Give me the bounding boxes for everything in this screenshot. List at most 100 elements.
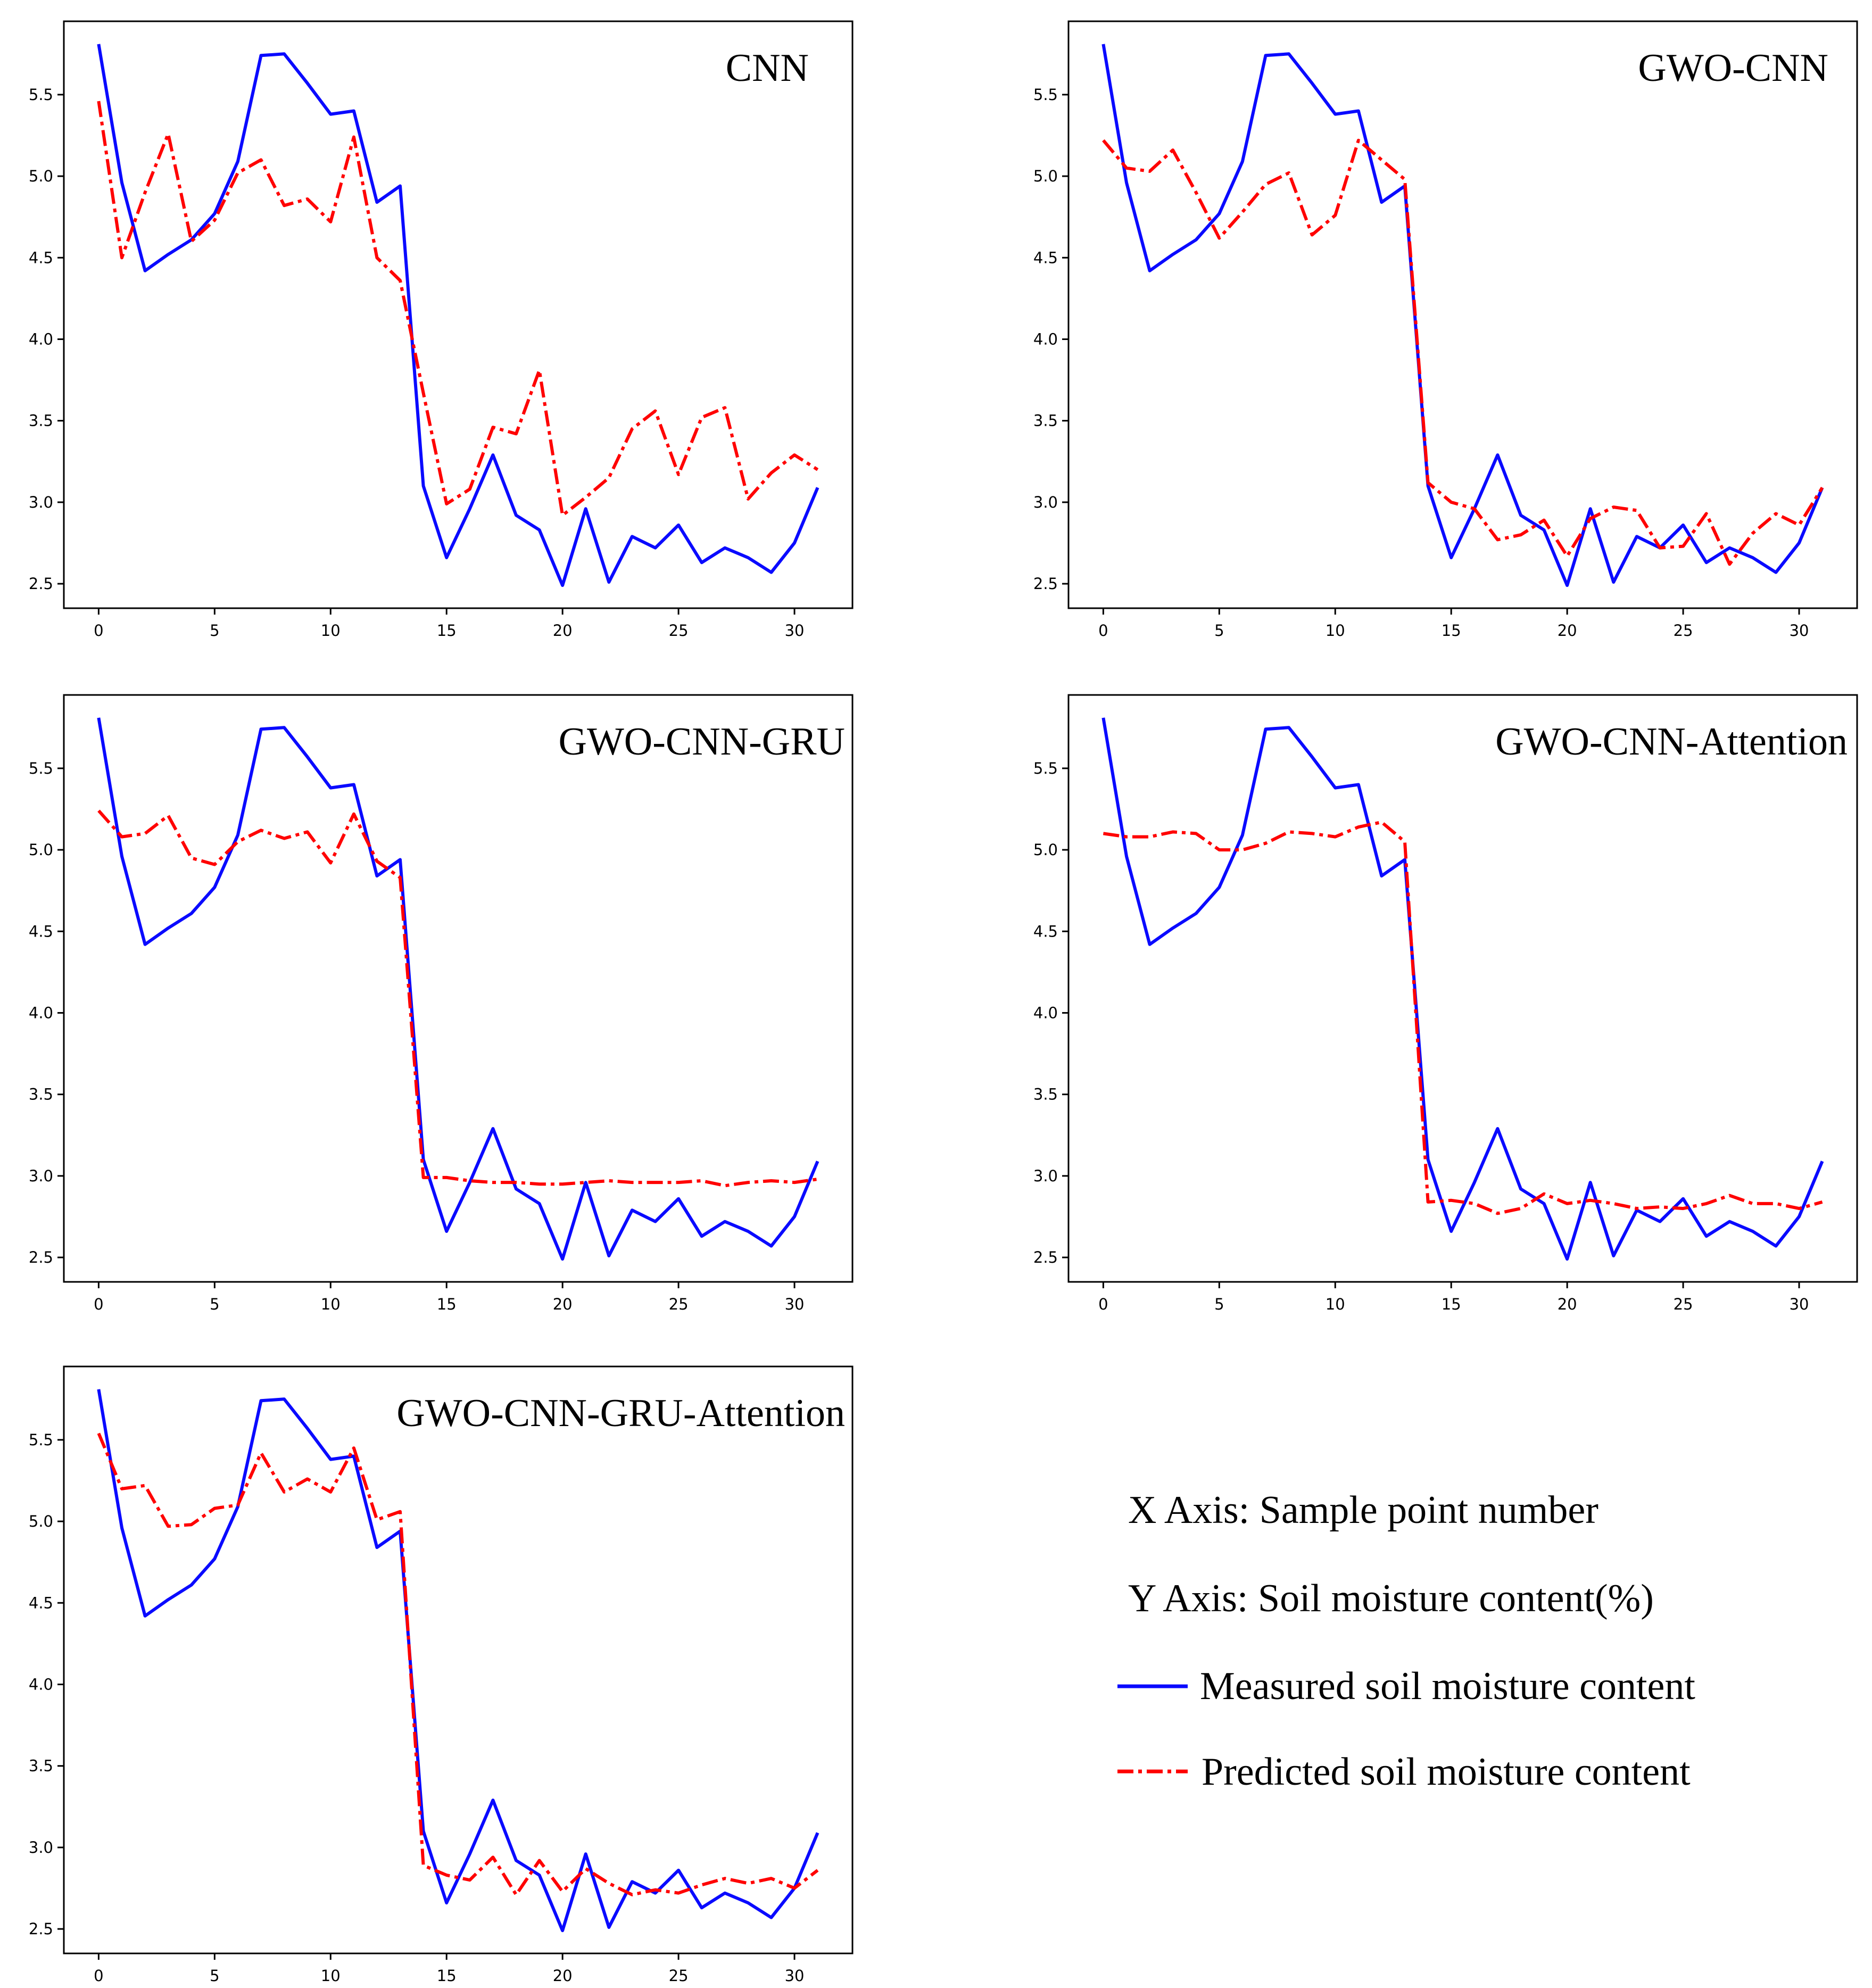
y-tick-label: 5.0 xyxy=(1033,841,1058,859)
y-tick-label: 3.0 xyxy=(29,1838,53,1857)
chart-panel: 2.5 3.0 3.5 4.0 4.5 5.0 5.5 0 5 10 15 20 25 30 CNN xyxy=(29,20,854,640)
x-tick-label: 25 xyxy=(669,1295,689,1313)
x-tick-label: 10 xyxy=(1326,622,1345,640)
panel-title: GWO-CNN-GRU xyxy=(559,720,846,764)
plot-frame xyxy=(63,20,854,609)
y-tick-label: 4.5 xyxy=(1033,922,1058,940)
y-tick-label: 2.5 xyxy=(29,1920,53,1938)
x-tick-label: 5 xyxy=(210,1295,219,1313)
y-tick-label: 3.0 xyxy=(29,1167,53,1185)
measured-series-line xyxy=(97,1389,819,1933)
plot-frame xyxy=(1067,694,1858,1283)
y-tick-label: 4.5 xyxy=(1033,248,1058,267)
predicted-series-line xyxy=(1103,821,1823,1215)
x-tick-label: 20 xyxy=(1558,1295,1577,1313)
measured-series-line xyxy=(97,717,819,1261)
x-tick-label: 10 xyxy=(321,1295,341,1313)
x-tick-label: 25 xyxy=(1674,1295,1693,1313)
y-tick-label: 4.0 xyxy=(29,1004,53,1022)
y-tick-label: 2.5 xyxy=(1033,575,1058,593)
y-tick-label: 5.0 xyxy=(1033,167,1058,185)
chart-panels: 2.5 3.0 3.5 4.0 4.5 5.0 5.5 0 5 10 15 20 25 30 CNN 2.5 3… xyxy=(29,20,1858,1985)
plot-frame xyxy=(1067,20,1858,609)
y-tick-label: 4.0 xyxy=(29,330,53,348)
y-tick-label: 5.5 xyxy=(29,759,53,777)
x-tick-label: 15 xyxy=(437,1295,457,1313)
x-tick-label: 25 xyxy=(669,1967,689,1985)
measured-series-line xyxy=(1101,44,1824,587)
y-tick-label: 3.0 xyxy=(29,493,53,511)
y-tick-label: 3.5 xyxy=(1033,412,1058,430)
x-tick-label: 5 xyxy=(210,1967,219,1985)
y-axis-description: Y Axis: Soil moisture content(%) xyxy=(1128,1577,1654,1620)
panel-title: GWO-CNN-Attention xyxy=(1495,720,1848,764)
x-tick-label: 0 xyxy=(1098,622,1108,640)
chart-panel: 2.5 3.0 3.5 4.0 4.5 5.0 5.5 0 5 10 15 20 25 30 GWO-CNN xyxy=(1033,20,1858,640)
x-tick-label: 20 xyxy=(553,1295,573,1313)
x-tick-label: 30 xyxy=(785,622,805,640)
x-tick-label: 25 xyxy=(669,622,689,640)
x-tick-label: 15 xyxy=(437,1967,457,1985)
x-tick-label: 15 xyxy=(1442,622,1461,640)
legend-predicted-label: Predicted soil moisture content xyxy=(1202,1750,1691,1794)
x-tick-label: 30 xyxy=(785,1295,805,1313)
y-tick-label: 5.5 xyxy=(29,1431,53,1449)
plot-frame xyxy=(63,1365,854,1954)
x-tick-label: 20 xyxy=(553,622,573,640)
y-tick-label: 2.5 xyxy=(29,1248,53,1266)
y-tick-label: 3.0 xyxy=(1033,493,1058,511)
legend-measured-label: Measured soil moisture content xyxy=(1200,1664,1695,1708)
x-tick-label: 10 xyxy=(1326,1295,1345,1313)
y-tick-label: 2.5 xyxy=(1033,1248,1058,1266)
x-tick-label: 0 xyxy=(94,1295,103,1313)
x-tick-label: 15 xyxy=(437,622,457,640)
x-tick-label: 25 xyxy=(1674,622,1693,640)
x-tick-label: 0 xyxy=(1098,1295,1108,1313)
y-tick-label: 4.0 xyxy=(1033,330,1058,348)
x-tick-label: 30 xyxy=(785,1967,805,1985)
legend: X Axis: Sample point number Y Axis: Soil… xyxy=(1117,1488,1695,1794)
y-tick-label: 3.5 xyxy=(1033,1086,1058,1104)
measured-series-line xyxy=(97,44,819,587)
x-tick-label: 5 xyxy=(1214,1295,1224,1313)
x-tick-label: 30 xyxy=(1790,1295,1809,1313)
y-tick-label: 5.5 xyxy=(1033,759,1058,777)
y-tick-label: 4.0 xyxy=(29,1675,53,1693)
y-tick-label: 5.5 xyxy=(1033,86,1058,104)
y-tick-label: 4.5 xyxy=(29,1594,53,1612)
chart-panel: 2.5 3.0 3.5 4.0 4.5 5.0 5.5 0 5 10 15 20 25 30 GWO-CNN… xyxy=(29,694,854,1313)
y-tick-label: 3.5 xyxy=(29,1757,53,1775)
y-tick-label: 3.5 xyxy=(29,412,53,430)
y-tick-label: 5.0 xyxy=(29,1512,53,1530)
x-tick-label: 20 xyxy=(553,1967,573,1985)
y-tick-label: 3.0 xyxy=(1033,1167,1058,1185)
x-tick-label: 0 xyxy=(94,1967,103,1985)
x-tick-label: 5 xyxy=(210,622,219,640)
x-tick-label: 15 xyxy=(1442,1295,1461,1313)
chart-panel: 2.5 3.0 3.5 4.0 4.5 5.0 5.5 0 5 10 15 20 25 30 GWO-CNN… xyxy=(1033,694,1858,1313)
panel-title: GWO-CNN-GRU-Attention xyxy=(396,1391,845,1435)
y-tick-label: 4.5 xyxy=(29,922,53,940)
predicted-series-line xyxy=(97,1432,819,1896)
x-tick-label: 10 xyxy=(321,1967,341,1985)
y-tick-label: 3.5 xyxy=(29,1086,53,1104)
y-tick-label: 2.5 xyxy=(29,575,53,593)
x-tick-label: 30 xyxy=(1790,622,1809,640)
plot-frame xyxy=(63,694,854,1283)
panel-title: GWO-CNN xyxy=(1638,46,1828,90)
y-tick-label: 5.5 xyxy=(29,86,53,104)
predicted-series-line xyxy=(1102,138,1824,566)
y-tick-label: 4.5 xyxy=(29,248,53,267)
chart-panel: 2.5 3.0 3.5 4.0 4.5 5.0 5.5 0 5 10 15 20 25 30 GWO-CNN… xyxy=(29,1365,854,1985)
predicted-series-line xyxy=(97,809,818,1188)
predicted-series-line xyxy=(97,101,819,517)
y-tick-label: 5.0 xyxy=(29,167,53,185)
measured-series-line xyxy=(1101,717,1824,1261)
panel-title: CNN xyxy=(726,46,809,90)
x-tick-label: 20 xyxy=(1558,622,1577,640)
x-tick-label: 10 xyxy=(321,622,341,640)
x-tick-label: 0 xyxy=(94,622,103,640)
x-axis-description: X Axis: Sample point number xyxy=(1128,1488,1598,1532)
